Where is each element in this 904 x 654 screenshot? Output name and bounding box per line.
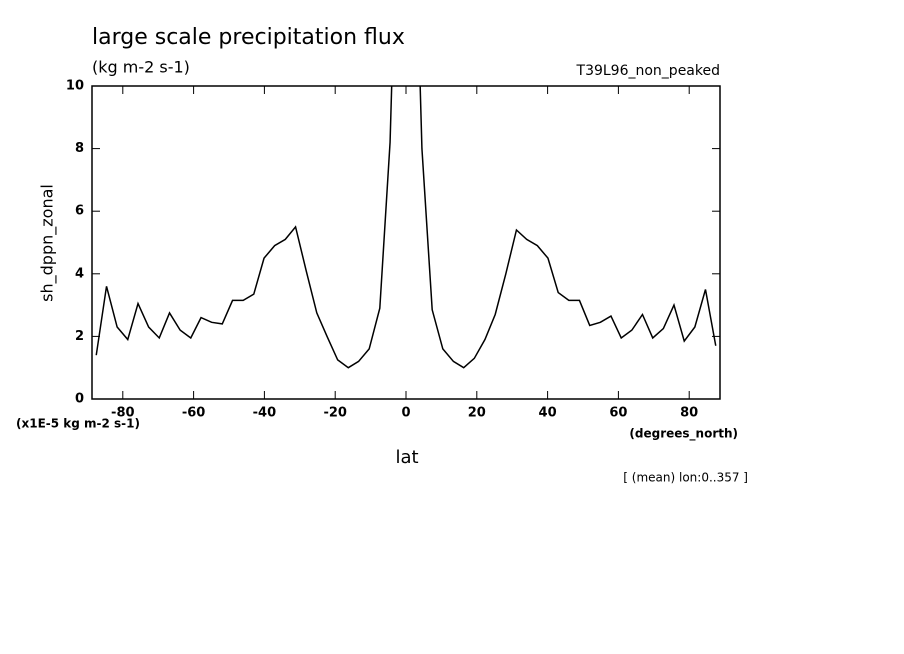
x-tick-label: -20 <box>323 406 347 421</box>
y-tick-label: 6 <box>75 204 84 219</box>
x-tick-label: -80 <box>111 406 135 421</box>
y-tick-label: 0 <box>75 392 84 407</box>
y-tick-label: 4 <box>75 266 84 281</box>
y-tick-label: 8 <box>75 141 84 156</box>
x-tick-label: 0 <box>401 406 410 421</box>
x-units: (degrees_north) <box>629 427 738 442</box>
x-tick-label: 60 <box>609 406 627 421</box>
y-axis-label: sh_dppn_zonal <box>38 184 58 302</box>
x-axis-label: lat <box>395 447 418 468</box>
chart-title: large scale precipitation flux <box>92 25 405 50</box>
plot-frame <box>91 85 721 400</box>
chart-subtitle: (kg m-2 s-1) <box>92 58 190 77</box>
y-tick-label: 2 <box>75 329 84 344</box>
x-tick-label: 80 <box>680 406 698 421</box>
y-tick-label: 10 <box>66 79 84 94</box>
data-line <box>95 86 717 369</box>
dataset-label: T39L96_non_peaked <box>576 63 720 79</box>
x-tick-label: -40 <box>253 406 277 421</box>
x-tick-label: -60 <box>182 406 206 421</box>
x-tick-label: 40 <box>539 406 557 421</box>
y-units: (x1E-5 kg m-2 s-1) <box>16 417 140 431</box>
x-tick-label: 20 <box>468 406 486 421</box>
annotation: [ (mean) lon:0..357 ] <box>623 471 748 485</box>
